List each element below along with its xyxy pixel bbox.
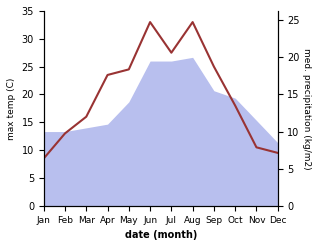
X-axis label: date (month): date (month) [125, 230, 197, 240]
Y-axis label: med. precipitation (kg/m2): med. precipitation (kg/m2) [302, 48, 311, 169]
Y-axis label: max temp (C): max temp (C) [7, 77, 16, 140]
